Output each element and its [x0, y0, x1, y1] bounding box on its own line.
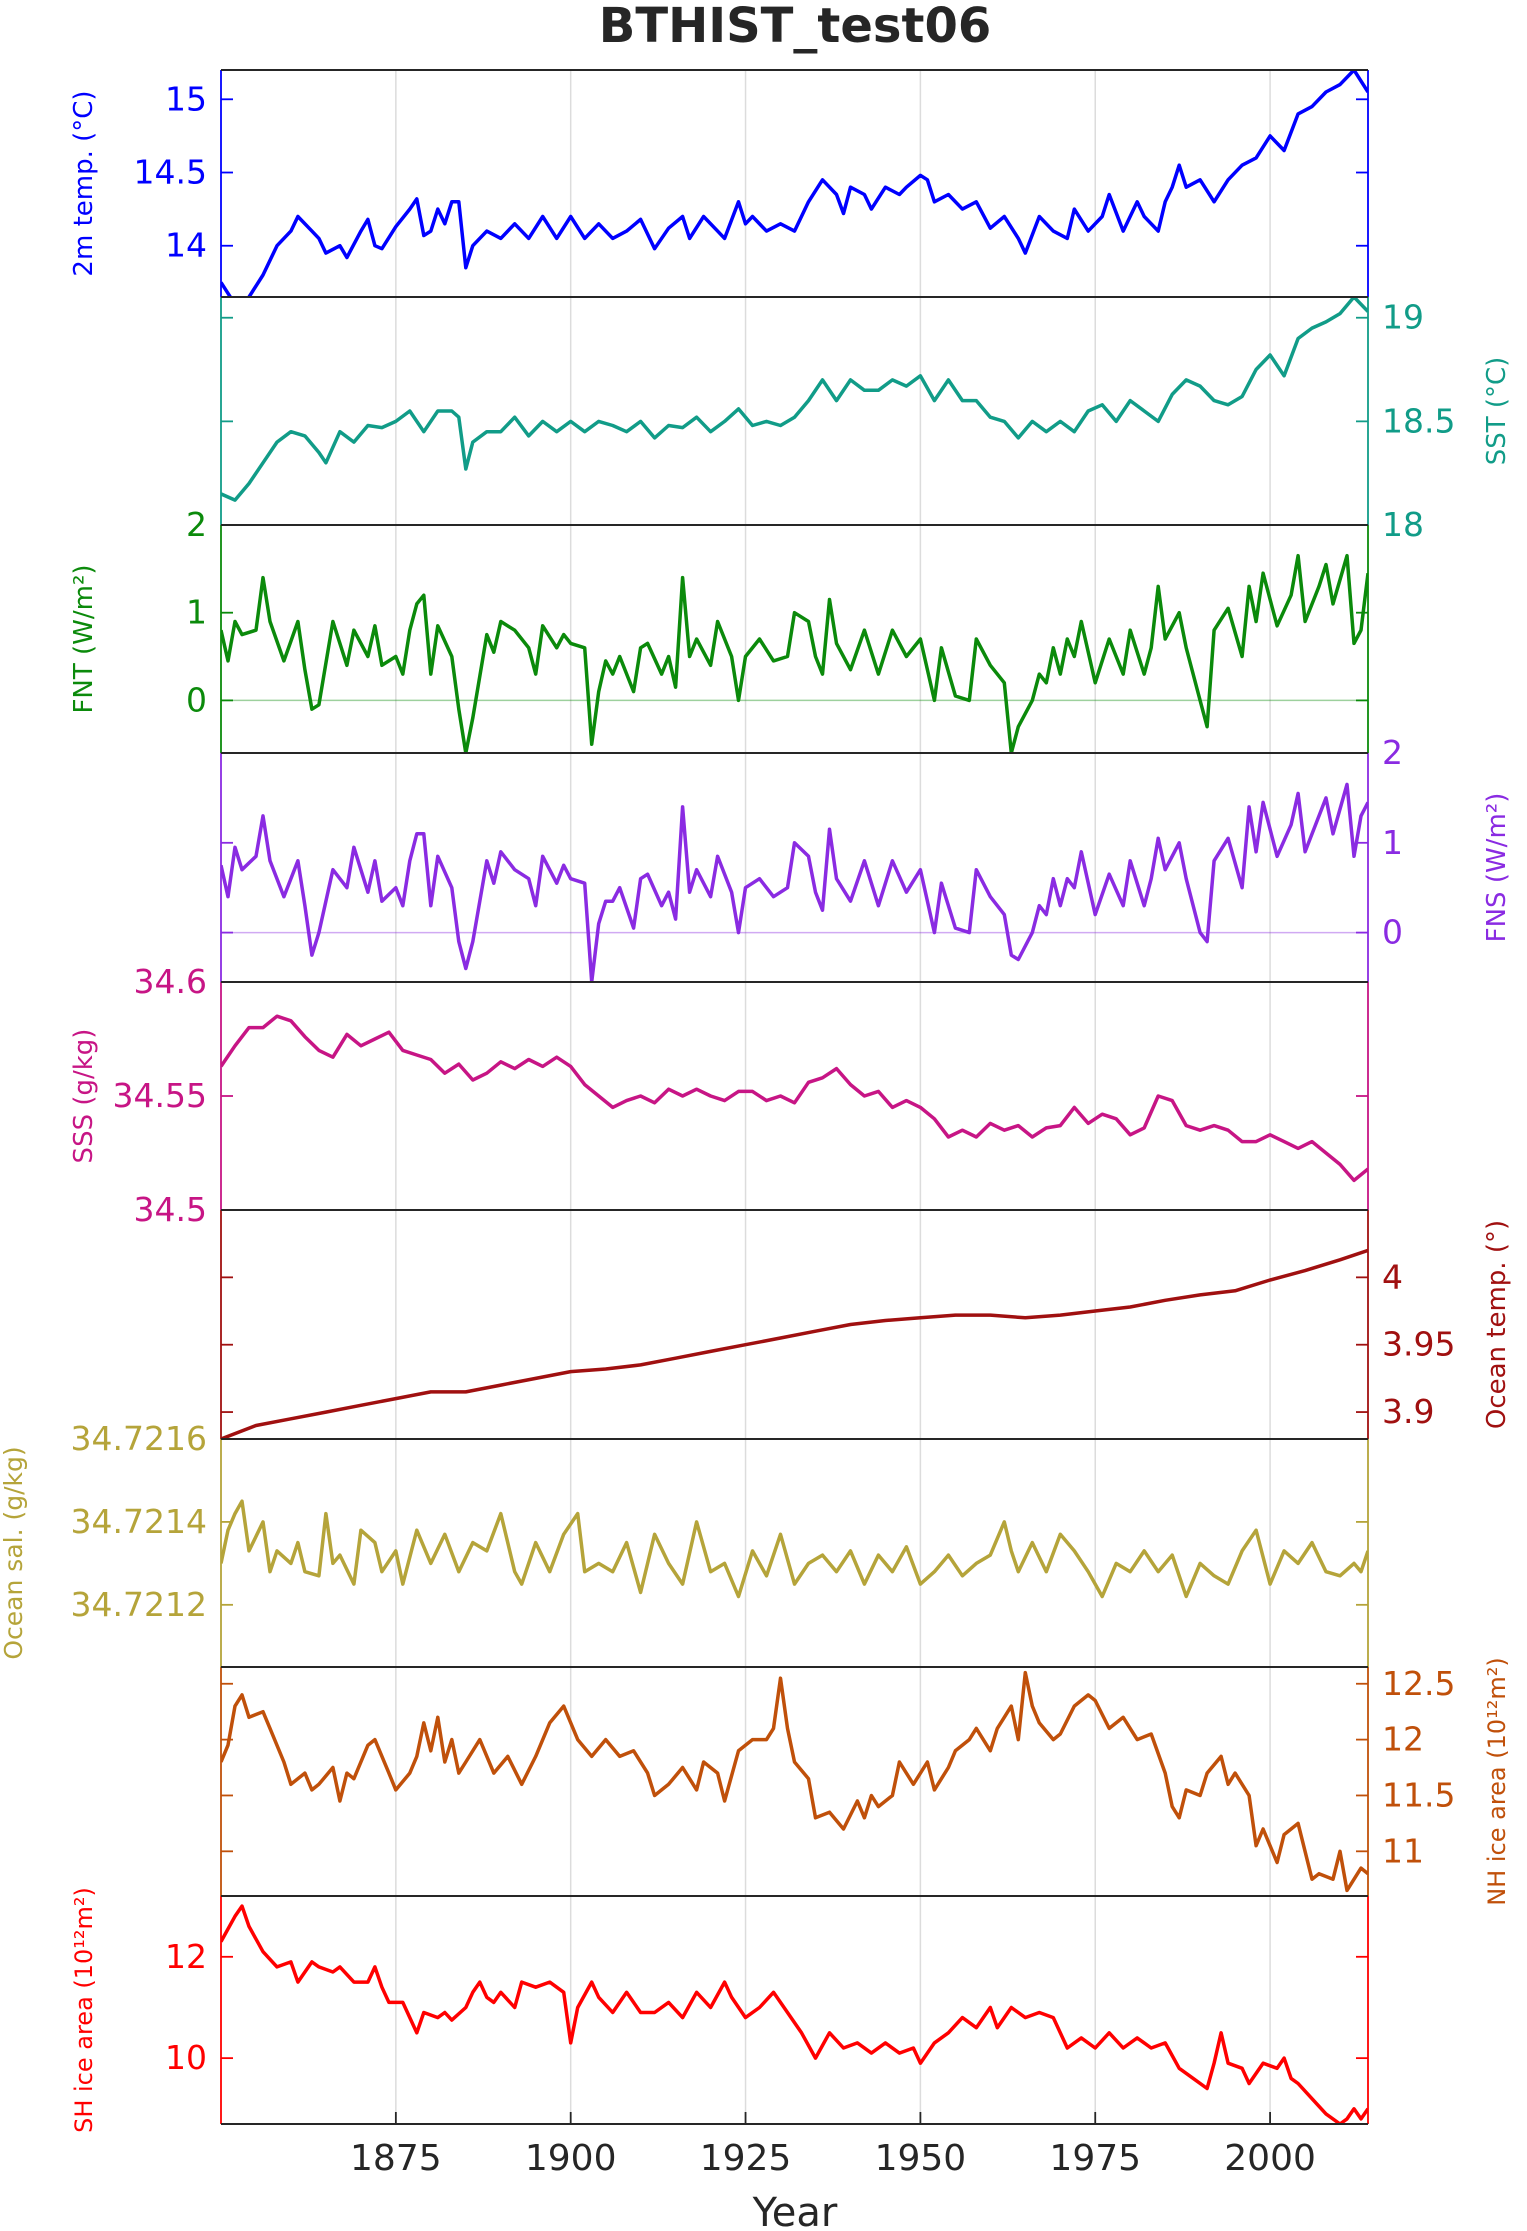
panel-6: 3.9 3.95 4 Ocean temp. (°)	[220, 1210, 1512, 1439]
y-tick-label: 34.6	[134, 962, 207, 1001]
y-tick-label: 1	[186, 593, 207, 632]
y-tick-label: 14.5	[134, 153, 207, 192]
y-tick-label: 34.7214	[71, 1502, 207, 1541]
y-tick-label: 0	[186, 680, 207, 719]
y-tick-label: 12.5	[1382, 1664, 1455, 1703]
series-line	[221, 553, 1368, 753]
y-tick-label: 3.9	[1382, 1392, 1434, 1431]
y-tick-label: 4	[1382, 1257, 1403, 1296]
panel-3: 0 1 2 FNT (W/m²)	[69, 505, 1369, 753]
y-tick-label: 12	[1382, 1720, 1424, 1759]
y-tick-label: 11	[1382, 1831, 1424, 1870]
series-line	[221, 1904, 1368, 2124]
series-line	[221, 70, 1368, 297]
y-tick-label: 15	[165, 79, 207, 118]
y-axis-label: SH ice area (10¹²m²)	[70, 1887, 98, 2133]
panel-1: 14 14.5 15 2m temp. (°C)	[69, 70, 1369, 297]
series-line	[221, 1248, 1368, 1439]
series-line	[221, 782, 1368, 982]
panel-5: 34.5 34.55 34.6 SSS (g/kg)	[69, 962, 1369, 1229]
y-tick-label: 12	[165, 1937, 207, 1976]
series-line	[221, 1014, 1368, 1183]
panel-2: 18 18.5 19 SST (°C)	[220, 297, 1512, 544]
panel-8: 11 11.5 12 12.5 NH ice area (10¹²m²)	[220, 1657, 1511, 1906]
y-tick-label: 34.55	[113, 1076, 207, 1115]
series-line	[221, 1499, 1368, 1599]
x-tick-label: 1875	[350, 2138, 442, 2179]
y-tick-label: 2	[186, 505, 207, 544]
y-tick-label: 18.5	[1382, 401, 1455, 440]
y-tick-label: 3.95	[1382, 1325, 1455, 1364]
y-axis-label: NH ice area (10¹²m²)	[1483, 1657, 1511, 1906]
x-tick-label: 2000	[1224, 2138, 1316, 2179]
y-tick-label: 2	[1382, 733, 1403, 772]
y-tick-label: 34.7212	[71, 1585, 207, 1624]
figure-title: BTHIST_test06	[599, 0, 991, 54]
x-gridlines	[395, 70, 1271, 2124]
y-tick-label: 11.5	[1382, 1775, 1455, 1814]
y-tick-label: 1	[1382, 823, 1403, 862]
y-axis-label: SSS (g/kg)	[69, 1029, 99, 1164]
y-tick-label: 34.7216	[71, 1419, 207, 1458]
x-tick-label: 1900	[525, 2138, 617, 2179]
y-axis-label: Ocean temp. (°)	[1482, 1220, 1512, 1429]
y-axis-label: FNS (W/m²)	[1482, 793, 1512, 943]
y-axis-label: 2m temp. (°C)	[69, 90, 99, 276]
x-axis: 1875 1900 1925 1950 1975 2000	[221, 69, 1368, 2179]
y-tick-label: 0	[1382, 913, 1403, 952]
panel-4: 0 1 2 FNS (W/m²)	[220, 733, 1512, 982]
y-axis-label: FNT (W/m²)	[69, 564, 99, 713]
x-tick-label: 1925	[700, 2138, 792, 2179]
panel-7: 34.7212 34.7214 34.7216 Ocean sal. (g/kg)	[0, 1419, 1369, 1667]
y-tick-label: 14	[165, 226, 207, 265]
panel-9: 10 12 SH ice area (10¹²m²)	[70, 1887, 1369, 2133]
y-axis-label: SST (°C)	[1482, 357, 1512, 466]
y-tick-label: 19	[1382, 298, 1424, 337]
x-axis-label: Year	[752, 2190, 838, 2231]
y-tick-label: 34.5	[134, 1190, 207, 1229]
x-tick-label: 1950	[875, 2138, 967, 2179]
y-tick-label: 10	[165, 2038, 207, 2077]
series-line	[221, 297, 1368, 502]
x-tick-label: 1975	[1049, 2138, 1141, 2179]
series-line	[221, 1670, 1368, 1893]
y-axis-label: Ocean sal. (g/kg)	[0, 1446, 28, 1659]
y-tick-label: 18	[1382, 505, 1424, 544]
